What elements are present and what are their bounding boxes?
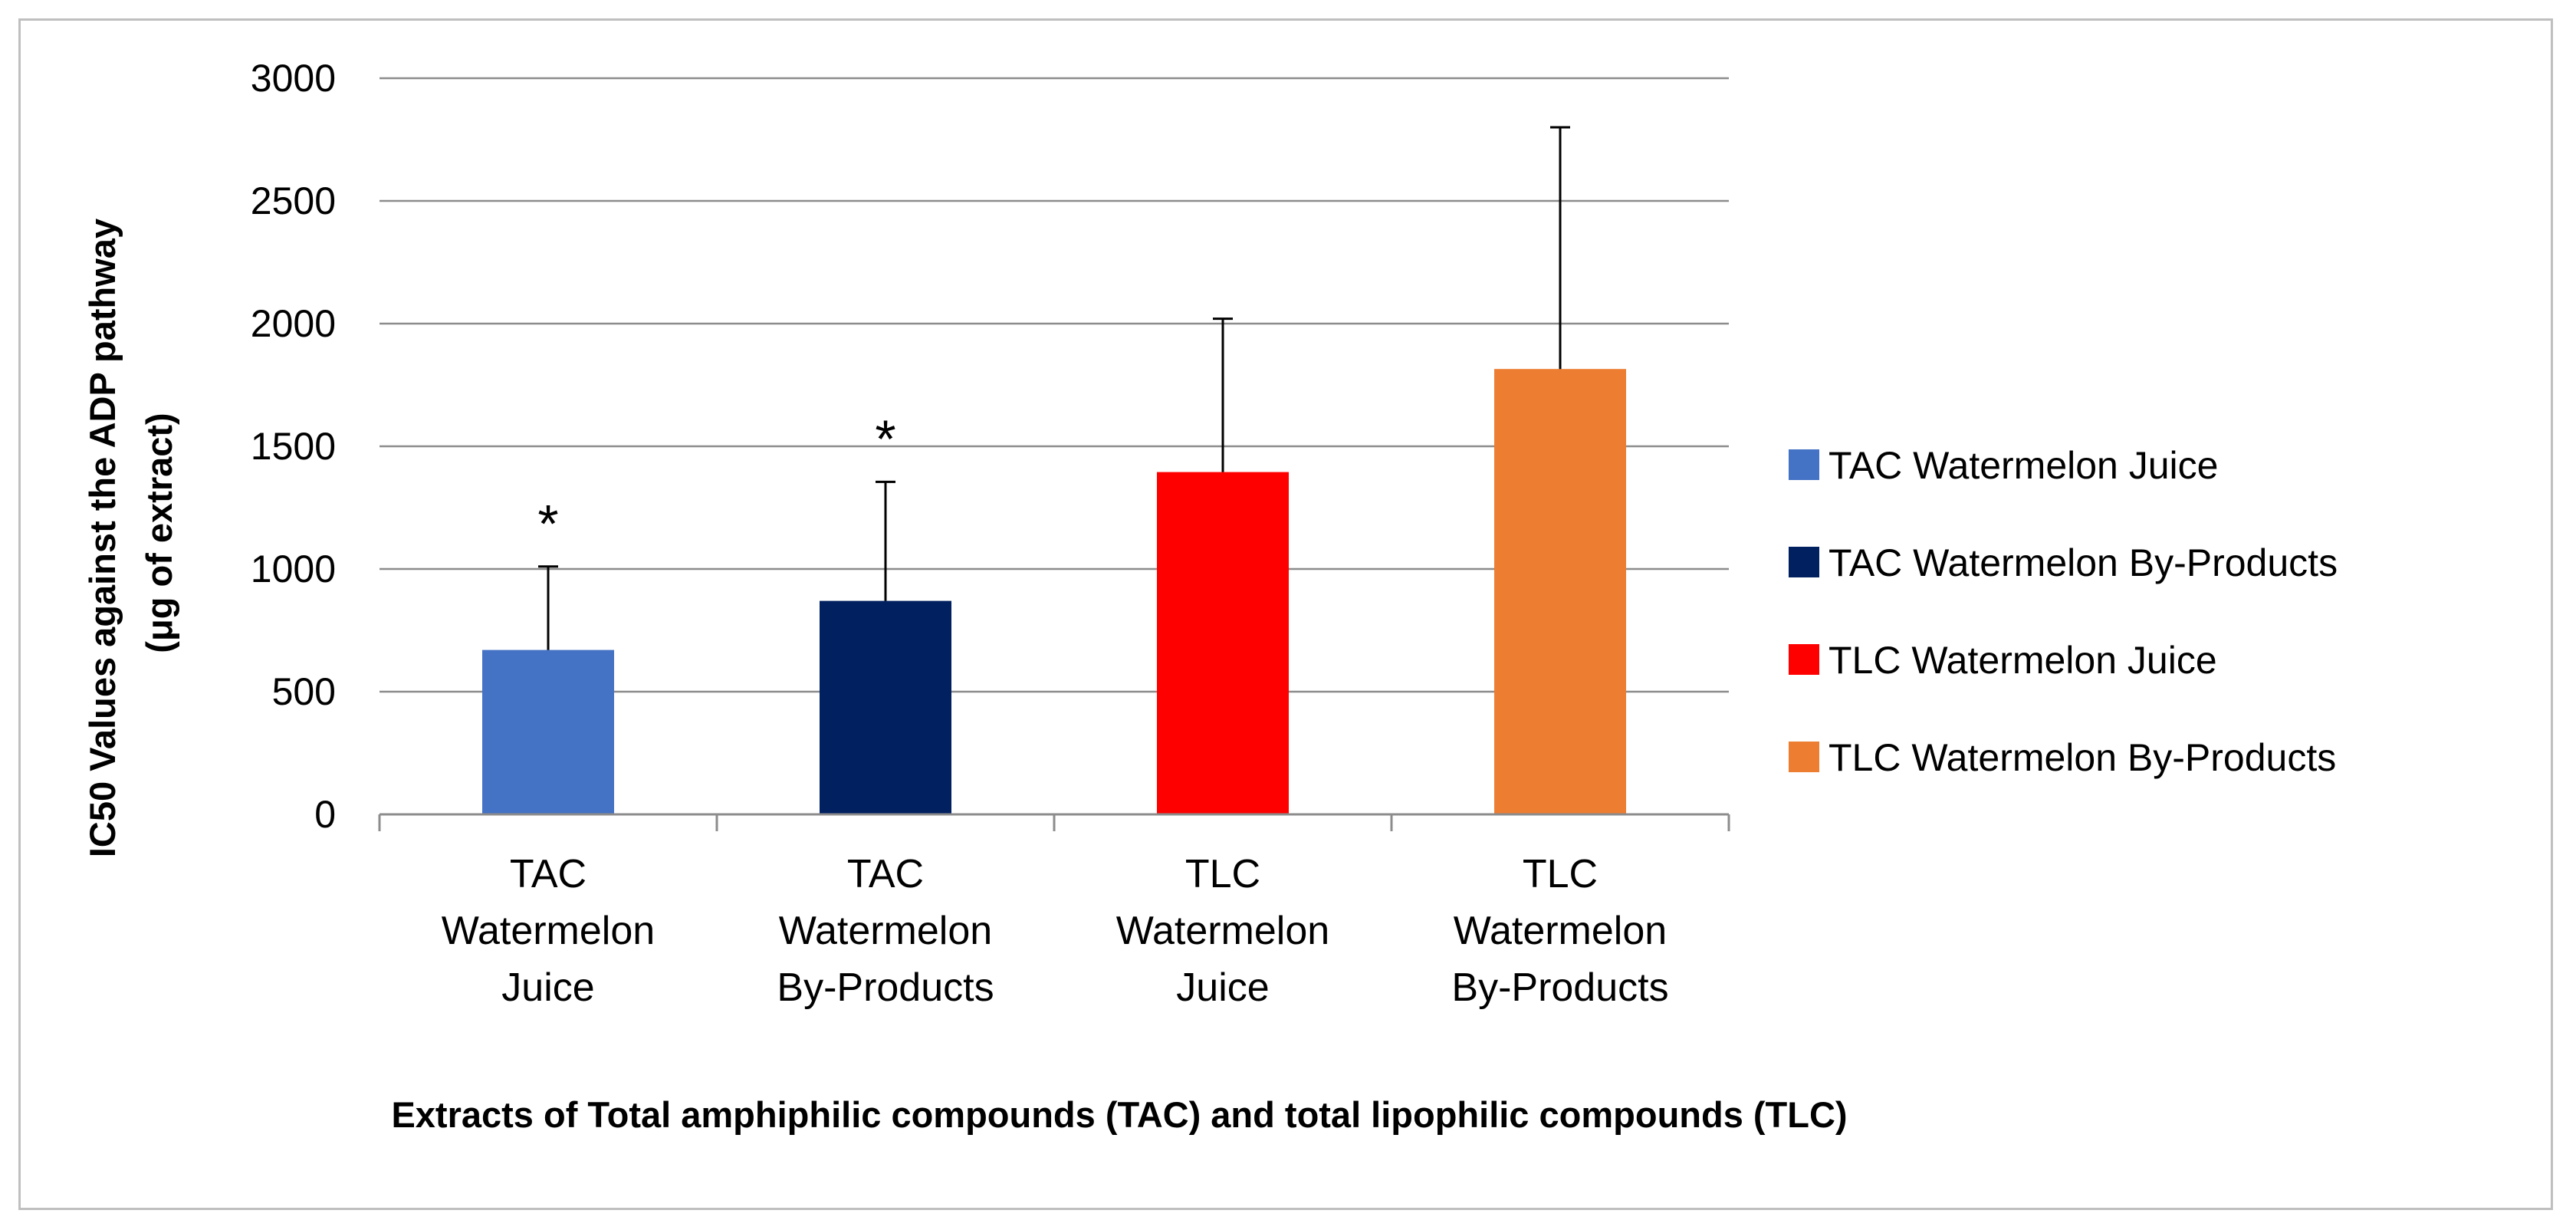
significance-marker: *: [537, 494, 558, 554]
significance-marker: *: [875, 409, 895, 469]
legend-label: TAC Watermelon Juice: [1829, 444, 2218, 487]
y-axis-title-line-1: IC50 Values against the ADP pathway: [82, 219, 123, 857]
x-category-label: TLC Watermelon Juice: [1116, 852, 1329, 1010]
bar: [1157, 472, 1289, 814]
y-tick-label: 1500: [251, 425, 336, 468]
y-tick-label: 0: [314, 793, 336, 836]
y-tick-label: 2000: [251, 302, 336, 345]
bar: [482, 650, 614, 814]
legend-label: TLC Watermelon Juice: [1829, 639, 2217, 682]
legend: TAC Watermelon Juice TAC Watermelon By-Pr…: [1789, 444, 2338, 779]
y-tick-label: 1000: [251, 548, 336, 590]
significance-annotations: **: [537, 409, 895, 553]
y-axis-title-line-2: (μg of extract): [139, 413, 179, 653]
x-category-label: TLC Watermelon By-Products: [1451, 852, 1668, 1010]
x-category-label: TAC Watermelon By-Products: [777, 852, 994, 1010]
x-category-labels: TAC Watermelon Juice TAC Watermelon By-Produc…: [442, 852, 1669, 1010]
legend-swatch: [1789, 547, 1819, 577]
legend-label: TAC Watermelon By-Products: [1829, 541, 2338, 584]
y-tick-labels: 0 500 1000 1500 2000 2500 3000: [251, 57, 336, 836]
legend-swatch: [1789, 644, 1819, 675]
x-category-label: TAC Watermelon Juice: [442, 852, 655, 1010]
y-tick-label: 3000: [251, 57, 336, 100]
y-axis-title: IC50 Values against the ADP pathway (μg …: [82, 209, 179, 857]
x-axis-title: Extracts of Total amphiphilic compounds …: [391, 1094, 1847, 1135]
y-tick-label: 2500: [251, 179, 336, 222]
bar: [1494, 369, 1626, 814]
legend-swatch: [1789, 449, 1819, 480]
axis-layer: [378, 813, 1730, 831]
legend-swatch: [1789, 742, 1819, 772]
bar-layer: [482, 126, 1626, 814]
y-tick-label: 500: [272, 670, 336, 713]
bar: [820, 600, 951, 814]
legend-label: TLC Watermelon By-Products: [1829, 736, 2336, 779]
